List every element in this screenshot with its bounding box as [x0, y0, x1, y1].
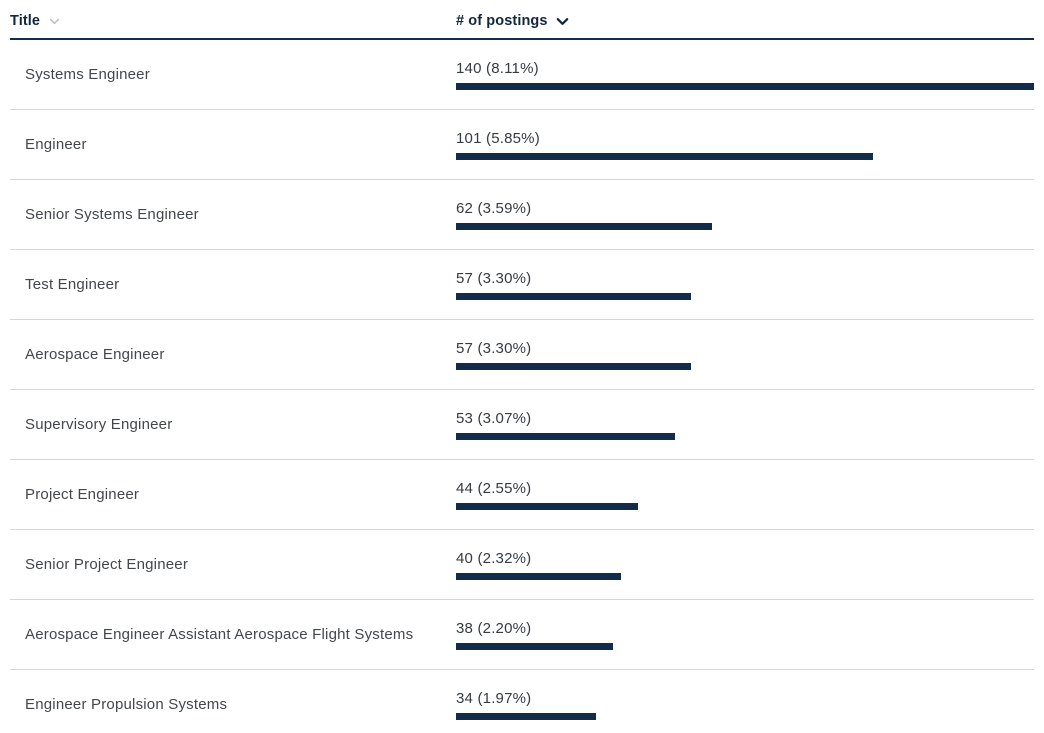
- row-value-cell: 34 (1.97%): [456, 670, 1034, 733]
- column-header-postings[interactable]: # of postings: [456, 0, 1034, 38]
- table-row: Engineer Propulsion Systems 34 (1.97%): [10, 670, 1034, 733]
- postings-bar: [456, 223, 712, 230]
- postings-value: 34 (1.97%): [456, 690, 532, 707]
- postings-value: 62 (3.59%): [456, 200, 532, 217]
- row-title: Engineer Propulsion Systems: [25, 696, 228, 713]
- table-row: Test Engineer 57 (3.30%): [10, 250, 1034, 320]
- postings-value: 140 (8.11%): [456, 60, 539, 77]
- table-row: Aerospace Engineer Assistant Aerospace F…: [10, 600, 1034, 670]
- postings-value: 101 (5.85%): [456, 130, 540, 147]
- row-value-cell: 57 (3.30%): [456, 320, 1034, 389]
- row-title: Test Engineer: [25, 276, 120, 293]
- row-title: Aerospace Engineer: [25, 346, 165, 363]
- table-header-row: Title # of postings: [10, 0, 1034, 40]
- table-row: Systems Engineer 140 (8.11%): [10, 40, 1034, 110]
- postings-bar: [456, 433, 675, 440]
- table-row: Senior Project Engineer 40 (2.32%): [10, 530, 1034, 600]
- row-value-cell: 62 (3.59%): [456, 180, 1034, 249]
- postings-value: 57 (3.30%): [456, 340, 532, 357]
- title-column-label: Title: [10, 13, 41, 29]
- postings-bar: [456, 573, 622, 580]
- postings-value: 44 (2.55%): [456, 480, 532, 497]
- table-row: Senior Systems Engineer 62 (3.59%): [10, 180, 1034, 250]
- row-value-cell: 101 (5.85%): [456, 110, 1034, 179]
- row-value-cell: 140 (8.11%): [456, 40, 1034, 109]
- row-title: Supervisory Engineer: [25, 416, 173, 433]
- postings-value: 53 (3.07%): [456, 410, 532, 427]
- row-title: Senior Systems Engineer: [25, 206, 199, 223]
- row-title: Project Engineer: [25, 486, 140, 503]
- postings-bar: [456, 643, 613, 650]
- postings-value: 40 (2.32%): [456, 550, 532, 567]
- chevron-down-bold-icon[interactable]: [555, 14, 570, 29]
- table-row: Engineer 101 (5.85%): [10, 110, 1034, 180]
- row-title: Systems Engineer: [25, 66, 150, 83]
- chevron-down-icon[interactable]: [47, 14, 62, 29]
- postings-column-label: # of postings: [456, 13, 548, 29]
- table-row: Aerospace Engineer 57 (3.30%): [10, 320, 1034, 390]
- row-value-cell: 53 (3.07%): [456, 390, 1034, 459]
- postings-bar: [456, 83, 1034, 90]
- column-header-title[interactable]: Title: [10, 0, 456, 38]
- postings-bar: [456, 503, 638, 510]
- postings-bar: [456, 293, 692, 300]
- table-row: Project Engineer 44 (2.55%): [10, 460, 1034, 530]
- postings-bar: [456, 153, 873, 160]
- postings-bar: [456, 713, 597, 720]
- row-value-cell: 40 (2.32%): [456, 530, 1034, 599]
- postings-value: 57 (3.30%): [456, 270, 532, 287]
- row-title: Senior Project Engineer: [25, 556, 189, 573]
- row-value-cell: 38 (2.20%): [456, 600, 1034, 669]
- row-value-cell: 44 (2.55%): [456, 460, 1034, 529]
- row-value-cell: 57 (3.30%): [456, 250, 1034, 319]
- table-row: Supervisory Engineer 53 (3.07%): [10, 390, 1034, 460]
- postings-bar: [456, 363, 692, 370]
- row-title: Engineer: [25, 136, 87, 153]
- row-title: Aerospace Engineer Assistant Aerospace F…: [25, 626, 414, 643]
- postings-value: 38 (2.20%): [456, 620, 532, 637]
